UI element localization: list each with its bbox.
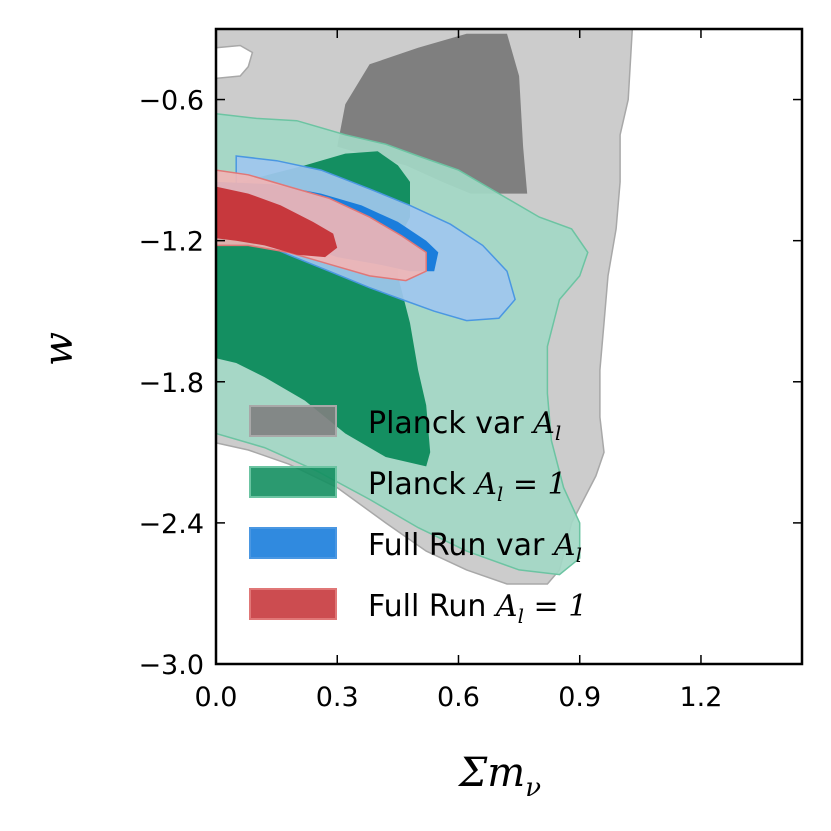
legend-swatch-full-run-fixed [249,588,337,620]
legend-label-planck-fixed: Planck Al = 1 [368,467,567,506]
contour-68-full-run-fixed [216,186,338,258]
x-axis-label-subscript: ν [525,773,541,803]
y-tick-label: −1.2 [138,227,204,258]
y-tick-label: −0.6 [138,86,204,117]
x-tick-label: 0.9 [558,682,601,713]
x-tick-label: 0.3 [316,682,359,713]
x-axis-label: Σmν [457,750,541,803]
legend-label-full-run-fixed: Full Run Al = 1 [368,589,587,628]
x-tick-label: 0.6 [437,682,480,713]
legend-swatch-planck-fixed [249,466,337,498]
contour-layer [216,29,634,585]
y-tick-label: −1.8 [138,368,204,399]
x-tick-label: 0.0 [195,682,238,713]
y-axis-label: w [36,332,82,366]
y-tick-label: −3.0 [138,650,204,681]
y-tick-label: −2.4 [138,509,204,540]
legend-label-full-run-var: Full Run var Al [368,528,582,567]
legend-swatch-full-run-var [249,527,337,559]
tick-layer: 0.0 0.3 0.6 0.9 1.2 −0.6 −1.2 −1.8 −2.4 −3.0 [138,29,802,713]
legend-label-planck-var: Planck var Al [368,406,561,445]
plot-frame [214,27,804,666]
x-tick-label: 1.2 [679,682,722,713]
legend-swatch-planck-var [249,405,337,437]
contour-95-full-run-fixed [216,169,427,282]
legend: Planck var Al Planck Al = 1 Full Run var A… [249,405,587,628]
